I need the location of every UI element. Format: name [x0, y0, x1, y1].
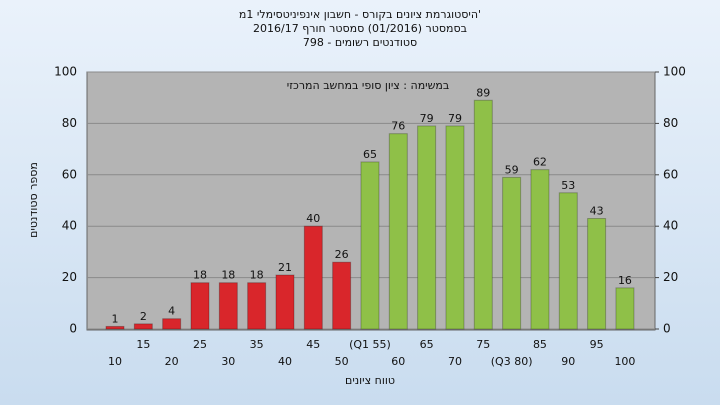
- y-tick-label: 0: [69, 322, 77, 336]
- data-label: 2: [140, 310, 147, 323]
- data-label: 65: [363, 148, 377, 161]
- data-label: 18: [250, 269, 264, 282]
- bar: [275, 274, 295, 330]
- bar: [445, 125, 465, 330]
- bar: [388, 133, 408, 330]
- chart-subtitle: סטודנטים רשומים - 798: [303, 36, 417, 49]
- y2-tick-label: 0: [663, 322, 671, 336]
- data-label: 89: [476, 86, 490, 99]
- bar: [303, 225, 323, 330]
- x-tick-label: 45: [306, 338, 320, 351]
- data-label: 26: [335, 248, 349, 261]
- data-label: 79: [420, 112, 434, 125]
- bar: [558, 192, 578, 330]
- y2-tick-label: 80: [663, 116, 678, 130]
- bar: [530, 169, 550, 330]
- data-label: 40: [306, 212, 320, 225]
- bar: [247, 282, 267, 330]
- x-tick-label: 20: [165, 355, 179, 368]
- x-tick-label: 65: [420, 338, 434, 351]
- data-label: 21: [278, 261, 292, 274]
- x-tick-label: 95: [590, 338, 604, 351]
- data-label: 1: [112, 312, 119, 325]
- x-tick-label: 60: [391, 355, 405, 368]
- y-axis-title: מספר סטודנטים: [27, 162, 40, 238]
- bar: [615, 287, 635, 330]
- data-label: 53: [561, 179, 575, 192]
- x-tick-label: 50: [335, 355, 349, 368]
- y2-tick-label: 100: [663, 65, 686, 79]
- chart-title: היסטוגרמת ציונים בקורס - חשבון אינפיניטס…: [239, 8, 481, 21]
- y2-tick-label: 60: [663, 167, 678, 181]
- x-axis-title: טווח ציונים: [345, 374, 395, 387]
- x-tick-label: 90: [561, 355, 575, 368]
- x-tick-label: 15: [136, 338, 150, 351]
- x-tick-label: 75: [476, 338, 490, 351]
- bar: [218, 282, 238, 330]
- x-tick-label: 30: [221, 355, 235, 368]
- bar: [190, 282, 210, 330]
- y-tick-label: 20: [62, 270, 77, 284]
- bar: [587, 217, 607, 330]
- y-tick-label: 40: [62, 219, 77, 233]
- data-label: 62: [533, 156, 547, 169]
- x-tick-label: 40: [278, 355, 292, 368]
- y-tick-label: 80: [62, 116, 77, 130]
- x-tick-label: (Q1 55): [349, 338, 391, 351]
- x-tick-label: 25: [193, 338, 207, 351]
- bar: [133, 323, 153, 330]
- data-label: 43: [590, 204, 604, 217]
- x-tick-label: 85: [533, 338, 547, 351]
- bar: [360, 161, 380, 330]
- data-label: 16: [618, 274, 632, 287]
- x-tick-label: 70: [448, 355, 462, 368]
- data-label: 4: [168, 305, 175, 318]
- bar: [473, 99, 493, 330]
- data-label: 59: [505, 163, 519, 176]
- bar: [417, 125, 437, 330]
- x-tick-label: 10: [108, 355, 122, 368]
- chart-subtitle: בסמסטר (01/2016) סמסטר חורף 2016/17: [253, 22, 467, 35]
- x-tick-label: 100: [614, 355, 635, 368]
- x-tick-label: 35: [250, 338, 264, 351]
- y-tick-label: 100: [54, 65, 77, 79]
- bar: [502, 176, 522, 330]
- data-label: 18: [221, 269, 235, 282]
- y-tick-label: 60: [62, 167, 77, 181]
- bar: [105, 325, 125, 330]
- bar: [162, 318, 182, 330]
- y2-tick-label: 40: [663, 219, 678, 233]
- data-label: 18: [193, 269, 207, 282]
- y2-tick-label: 20: [663, 270, 678, 284]
- data-label: 79: [448, 112, 462, 125]
- bar: [332, 261, 352, 330]
- annotation: במשימה : ציון סופי במחשב המרכזי: [287, 79, 450, 92]
- x-tick-label: (Q3 80): [491, 355, 533, 368]
- data-label: 76: [391, 120, 405, 133]
